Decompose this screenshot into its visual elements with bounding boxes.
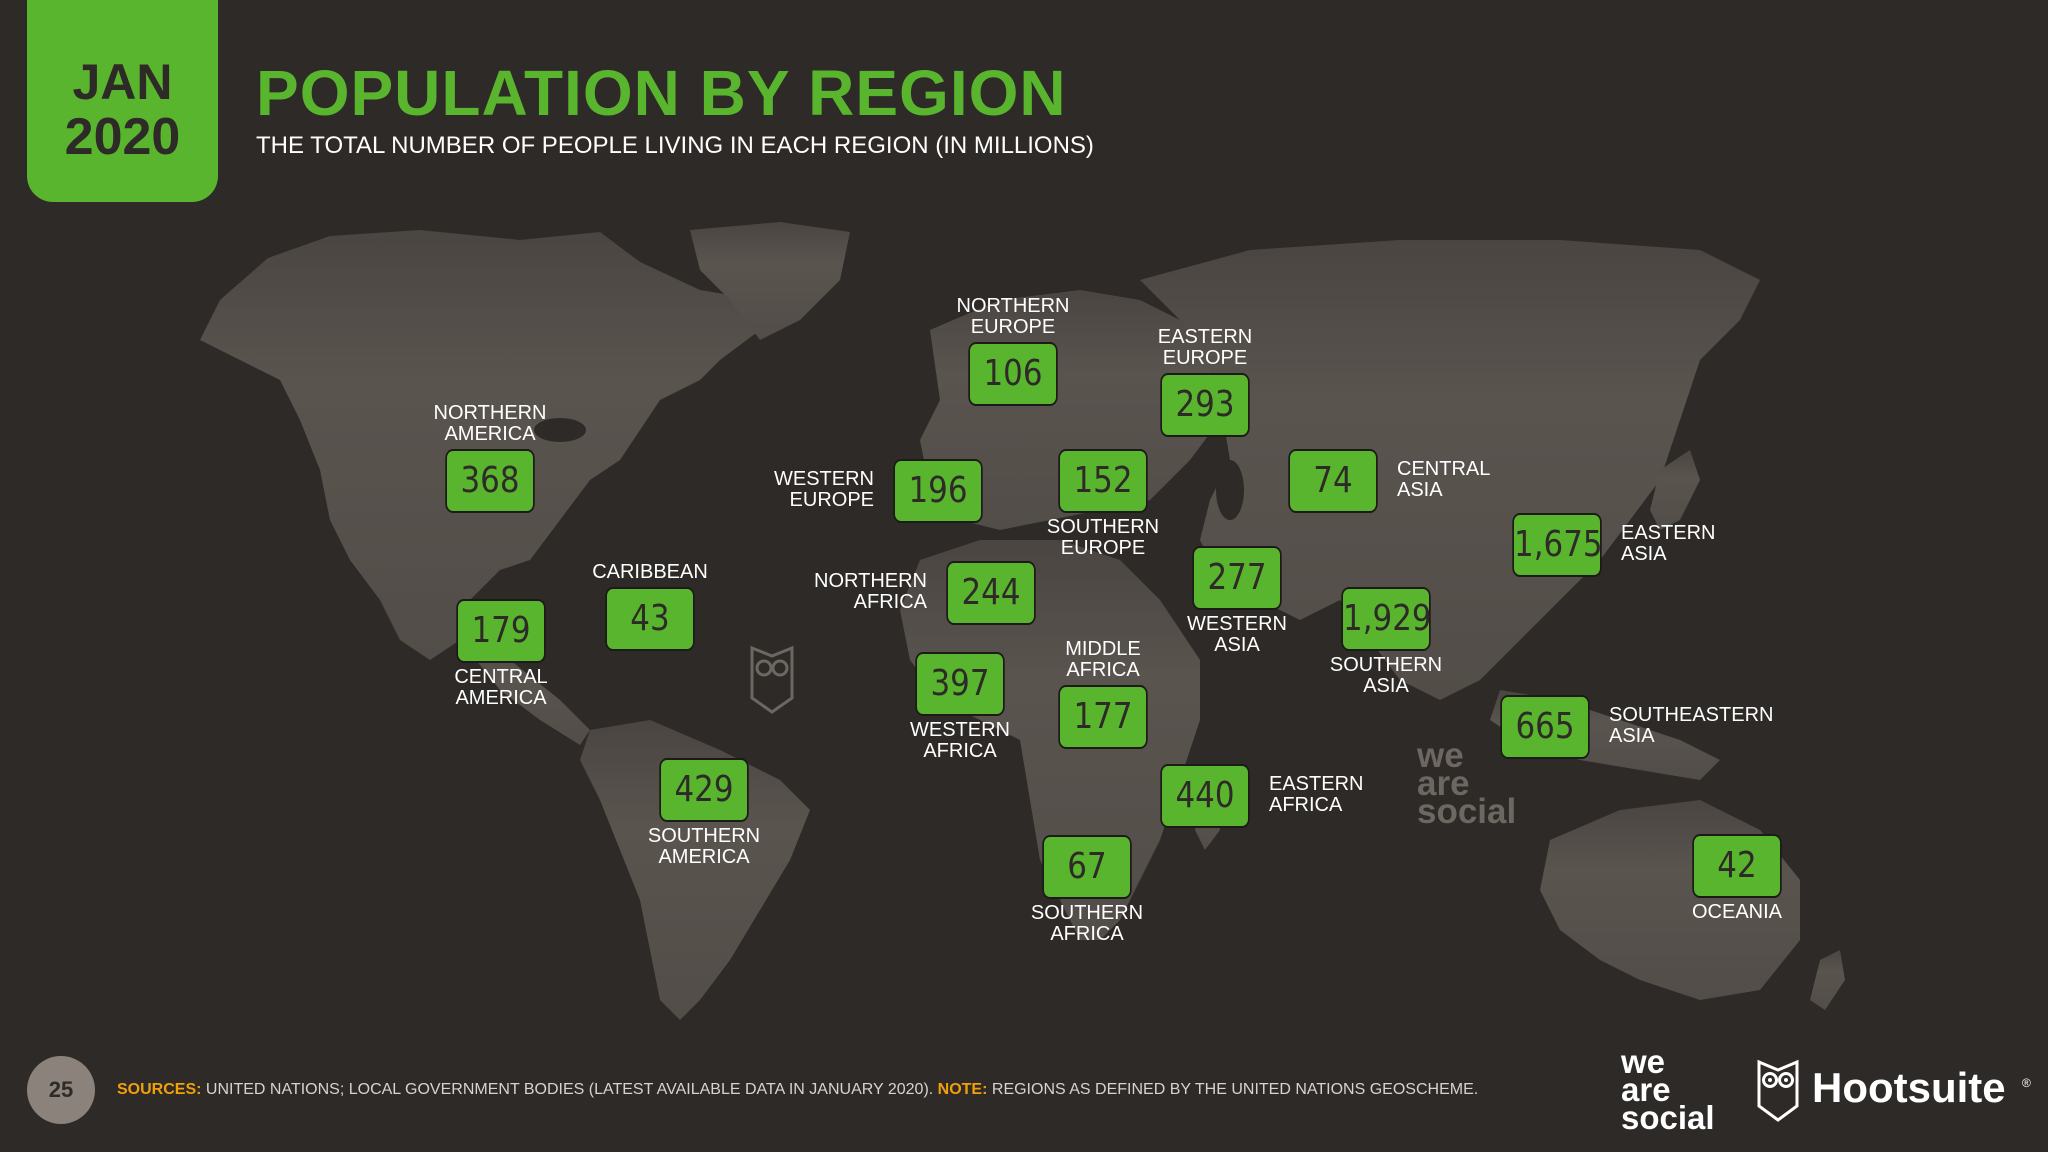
region-label: CENTRAL AMERICA — [454, 666, 548, 709]
region-label: SOUTHERN ASIA — [1329, 654, 1443, 697]
caspian-sea — [1216, 460, 1244, 520]
note-text: REGIONS AS DEFINED BY THE UNITED NATIONS… — [987, 1081, 1479, 1098]
hootsuite-wordmark: Hootsuite — [1812, 1064, 2006, 1111]
region-value: 429 — [661, 760, 747, 820]
region-value: 440 — [1162, 766, 1248, 826]
hootsuite-owl-watermark-icon — [750, 645, 794, 714]
region-value: 106 — [970, 344, 1056, 404]
north-america-landmass — [200, 230, 760, 660]
region-label: WESTERN EUROPE — [774, 468, 874, 511]
region-label: OCEANIA — [1691, 901, 1783, 923]
date-year: 2020 — [64, 108, 181, 166]
central-america-landmass — [460, 640, 590, 745]
region-value: 665 — [1502, 697, 1588, 757]
japan-landmass — [1650, 450, 1700, 530]
new-zealand-landmass — [1810, 950, 1845, 1010]
page-title: POPULATION BY REGION — [256, 57, 1067, 129]
region-label: CENTRAL ASIA — [1397, 458, 1491, 501]
south-america-landmass — [580, 720, 810, 1020]
region-value: 179 — [458, 601, 544, 661]
region-value: 196 — [895, 461, 981, 521]
region-label: WESTERN AFRICA — [910, 719, 1010, 762]
region-value: 74 — [1290, 451, 1376, 511]
region-label: NORTHERN AFRICA — [814, 570, 927, 613]
date-month: JAN — [72, 54, 173, 110]
region-label: CARIBBEAN — [592, 561, 708, 583]
region-label: SOUTHEASTERN ASIA — [1609, 704, 1774, 747]
great-lakes — [534, 418, 586, 442]
page-subtitle: THE TOTAL NUMBER OF PEOPLE LIVING IN EAC… — [256, 132, 1094, 159]
region-label: SOUTHERN AMERICA — [647, 825, 761, 868]
region-value: 42 — [1694, 836, 1780, 896]
region-label: EASTERN EUROPE — [1157, 326, 1253, 369]
region-value: 152 — [1060, 451, 1146, 511]
region-label: SOUTHERN EUROPE — [1046, 516, 1160, 559]
region-value: 43 — [607, 589, 693, 649]
region-label: NORTHERN AMERICA — [433, 402, 547, 445]
region-value: 1,929 — [1343, 589, 1432, 649]
we-are-social-watermark: we are social — [1417, 736, 1517, 831]
greenland-landmass — [690, 222, 850, 340]
hootsuite-registered-mark: ® — [2022, 1076, 2031, 1090]
australia-landmass — [1540, 800, 1800, 1000]
region-value: 1,675 — [1514, 515, 1603, 575]
page-number: 25 — [27, 1056, 95, 1124]
region-label: MIDDLE AFRICA — [1065, 638, 1141, 681]
region-value: 368 — [447, 451, 533, 511]
date-badge: JAN 2020 — [27, 0, 218, 202]
region-value: 277 — [1194, 548, 1280, 608]
sources-note: SOURCES: UNITED NATIONS; LOCAL GOVERNMEN… — [117, 1081, 1478, 1099]
asia-landmass — [1140, 240, 1760, 700]
sources-text: UNITED NATIONS; LOCAL GOVERNMENT BODIES … — [201, 1081, 938, 1098]
region-label: NORTHERN EUROPE — [956, 295, 1070, 338]
region-value: 293 — [1162, 375, 1248, 435]
region-label: EASTERN AFRICA — [1269, 773, 1364, 816]
region-value: 177 — [1060, 687, 1146, 747]
sources-key: SOURCES: — [117, 1081, 202, 1098]
region-value: 244 — [948, 563, 1034, 623]
region-label: WESTERN ASIA — [1187, 613, 1287, 656]
hootsuite-owl-icon — [1757, 1059, 1799, 1122]
region-label: SOUTHERN AFRICA — [1030, 902, 1144, 945]
we-are-social-logo: we are social — [1621, 1043, 1715, 1136]
region-value: 397 — [917, 654, 1003, 714]
region-label: EASTERN ASIA — [1621, 522, 1716, 565]
note-key: NOTE: — [937, 1081, 988, 1098]
region-value: 67 — [1044, 837, 1130, 897]
